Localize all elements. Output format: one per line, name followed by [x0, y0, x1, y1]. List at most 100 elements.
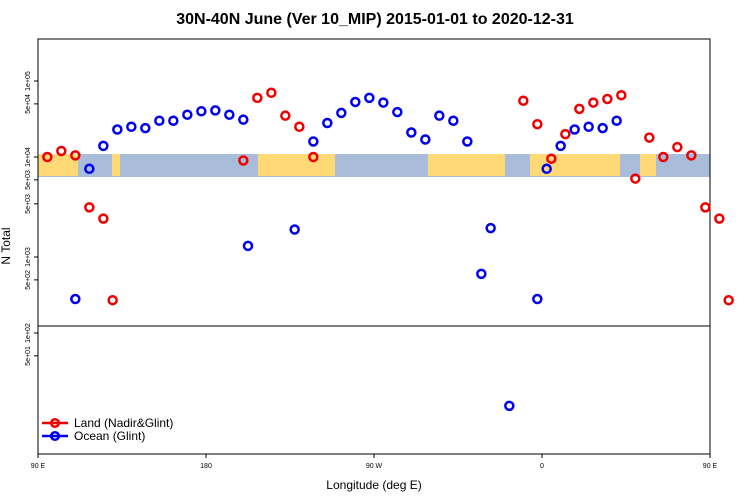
data-point — [378, 97, 389, 108]
data-point — [406, 127, 417, 138]
data-point — [364, 92, 375, 104]
series-0 — [42, 87, 734, 306]
y-tick-label: 1e+02 — [25, 323, 32, 343]
data-point — [602, 93, 613, 105]
x-tick-label: 90 E — [703, 463, 718, 470]
map-land-3 — [428, 154, 505, 176]
data-point — [560, 128, 571, 140]
data-point — [84, 202, 95, 213]
data-point — [616, 89, 627, 101]
map-land-2 — [258, 154, 335, 176]
data-point — [322, 117, 333, 129]
map-land-5 — [640, 154, 656, 176]
data-point — [289, 224, 300, 235]
data-point — [242, 240, 254, 252]
data-point — [112, 124, 123, 135]
data-point — [672, 141, 683, 153]
data-point — [630, 173, 641, 184]
data-point — [252, 92, 263, 104]
data-point — [84, 163, 95, 175]
data-point — [168, 115, 179, 126]
data-point — [644, 132, 655, 143]
data-point — [280, 110, 291, 121]
data-point — [182, 109, 193, 120]
y-tick-label: 1e+04 — [25, 147, 32, 167]
data-point — [686, 150, 697, 161]
x-axis-label: Longitude (deg E) — [326, 478, 421, 492]
y-tick-label: 5e+03 — [25, 170, 32, 190]
map-land-1 — [112, 154, 120, 176]
data-point — [107, 294, 118, 306]
data-point — [574, 103, 585, 115]
data-point — [154, 115, 165, 126]
data-point — [98, 140, 109, 152]
data-point — [532, 293, 543, 305]
data-point — [658, 151, 669, 163]
legend-marker — [49, 417, 61, 429]
y-axis-label: N Total — [0, 227, 13, 264]
map-land-0 — [38, 154, 78, 176]
y-axis: 5e+03 1e+04 5e+04 1e+05 5e+01 1e+02 5e+02 1e+03… — [25, 71, 38, 366]
data-point — [546, 153, 557, 164]
y-tick-label: 5e+01 — [25, 346, 32, 366]
data-point — [224, 109, 235, 120]
y-tick-label: 1e+05 — [25, 71, 32, 91]
series-1 — [70, 92, 622, 412]
legend-marker — [49, 430, 61, 442]
data-point — [126, 121, 137, 133]
data-point — [569, 124, 580, 135]
data-point — [238, 155, 249, 166]
data-point — [350, 96, 361, 108]
y-tick-label: 5e+03 — [25, 194, 32, 214]
data-point — [476, 268, 487, 280]
data-point — [583, 121, 594, 133]
data-point — [308, 151, 319, 163]
data-point — [196, 105, 207, 117]
chart-title: 30N-40N June (Ver 10_MIP) 2015-01-01 to … — [176, 11, 574, 28]
data-point — [541, 163, 552, 175]
data-points — [42, 87, 734, 412]
data-point — [597, 122, 608, 134]
x-axis: 90 E 180 90 W 0 90 E — [31, 454, 718, 470]
data-point — [462, 136, 473, 147]
data-point — [238, 114, 249, 125]
data-point — [434, 110, 445, 121]
data-point — [294, 121, 305, 133]
data-point — [532, 118, 543, 130]
data-point — [485, 222, 496, 234]
data-point — [42, 151, 53, 163]
data-point — [714, 213, 725, 224]
data-point — [611, 115, 622, 126]
data-point — [140, 122, 151, 134]
data-point — [518, 95, 529, 106]
x-tick-label: 180 — [200, 463, 212, 470]
data-point — [588, 97, 599, 108]
data-point — [392, 106, 403, 118]
data-point — [56, 145, 67, 157]
data-point — [308, 136, 319, 147]
data-point — [700, 202, 711, 213]
legend-label: Land (Nadir&Glint) — [74, 416, 173, 430]
data-point — [210, 105, 221, 116]
y-tick-label: 1e+03 — [25, 247, 32, 267]
data-point — [266, 87, 277, 99]
x-tick-label: 90 E — [31, 463, 46, 470]
y-tick-label: 5e+04 — [25, 94, 32, 114]
data-point — [420, 134, 431, 145]
data-point — [98, 213, 109, 224]
data-point — [70, 150, 81, 161]
legend-label: Ocean (Glint) — [74, 429, 145, 443]
data-point — [70, 293, 81, 305]
data-point — [504, 400, 515, 412]
data-point — [448, 115, 459, 126]
x-tick-label: 90 W — [366, 463, 383, 470]
y-tick-label: 5e+02 — [25, 270, 32, 290]
legend: Land (Nadir&Glint)Ocean (Glint) — [42, 416, 173, 443]
map-band — [38, 154, 710, 177]
x-tick-label: 0 — [540, 463, 544, 470]
data-point — [336, 107, 347, 119]
map-land-4 — [530, 154, 620, 176]
data-point — [555, 140, 566, 152]
data-point — [723, 294, 734, 306]
